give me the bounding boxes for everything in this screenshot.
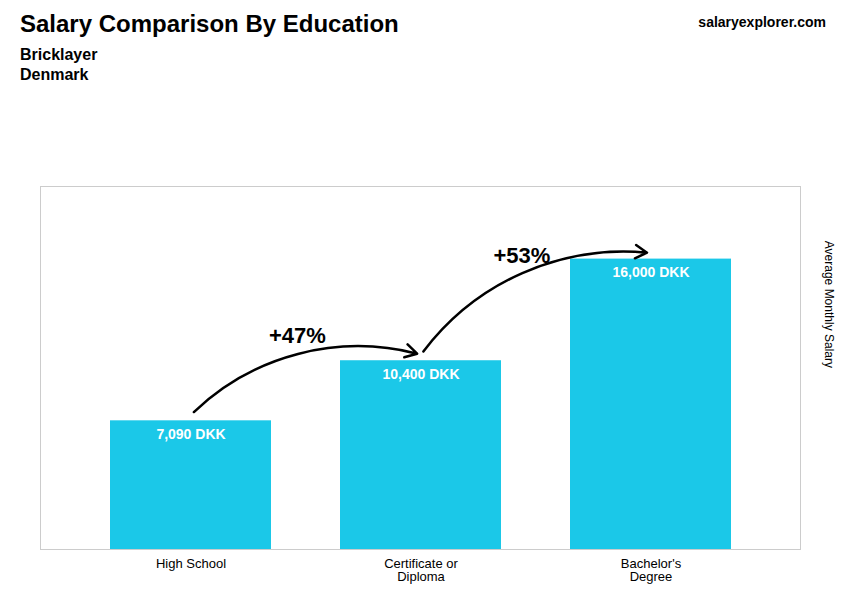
svg-text:10,400 DKK: 10,400 DKK	[382, 366, 459, 382]
svg-text:Bachelor'sDegree: Bachelor'sDegree	[621, 556, 682, 584]
svg-text:+53%: +53%	[493, 243, 550, 268]
svg-text:+47%: +47%	[269, 323, 326, 348]
html-text:Salary Comparison By Education: Salary Comparison By Education	[20, 10, 399, 37]
html-text:salary explorer.com: salary explorer.com	[698, 14, 826, 30]
svg-text:Average Monthly Salary: Average Monthly Salary	[822, 241, 836, 368]
html-text:Bricklayer: Bricklayer	[20, 46, 98, 63]
html-text:Denmark: Denmark	[20, 66, 89, 83]
svg-text:Certificate orDiploma: Certificate orDiploma	[384, 556, 458, 584]
svg-text:7,090 DKK: 7,090 DKK	[156, 426, 225, 442]
svg-text:16,000 DKK: 16,000 DKK	[612, 264, 689, 280]
svg-text:High School: High School	[156, 556, 226, 571]
